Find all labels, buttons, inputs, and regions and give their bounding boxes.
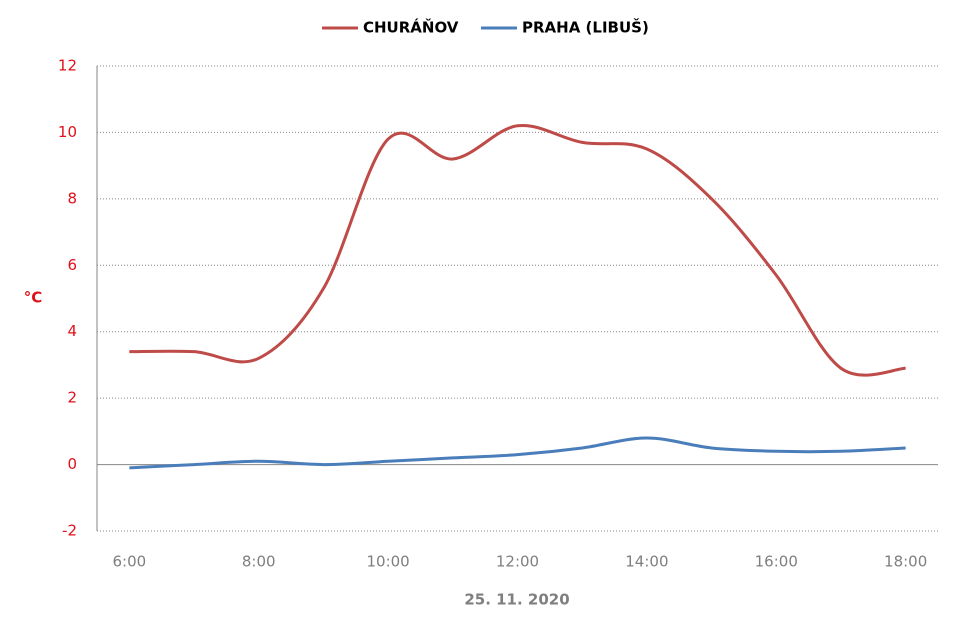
x-tick-label: 12:00 bbox=[496, 553, 539, 571]
legend: CHURÁŇOV PRAHA (LIBUŠ) bbox=[322, 18, 649, 37]
y-tick-label: -2 bbox=[62, 522, 77, 540]
series-line bbox=[129, 124, 906, 377]
y-tick-label: 12 bbox=[58, 57, 77, 75]
x-tick-label: 6:00 bbox=[113, 553, 147, 571]
legend-label: CHURÁŇOV bbox=[363, 18, 459, 37]
y-tick-label: 2 bbox=[67, 389, 77, 407]
y-tick-label: 6 bbox=[67, 256, 77, 274]
y-axis-title: °C bbox=[24, 289, 43, 307]
y-tick-label: 0 bbox=[67, 455, 77, 473]
y-tick-label: 4 bbox=[67, 322, 77, 340]
x-tick-label: 10:00 bbox=[366, 553, 409, 571]
x-tick-label: 18:00 bbox=[884, 553, 927, 571]
y-tick-label: 10 bbox=[58, 123, 77, 141]
legend-label: PRAHA (LIBUŠ) bbox=[522, 18, 649, 37]
x-tick-label: 16:00 bbox=[755, 553, 798, 571]
x-tick-label: 14:00 bbox=[625, 553, 668, 571]
y-tick-label: 8 bbox=[67, 189, 77, 207]
series-line bbox=[129, 436, 906, 470]
x-tick-label: 8:00 bbox=[242, 553, 276, 571]
x-axis-title: 25. 11. 2020 bbox=[464, 591, 569, 609]
